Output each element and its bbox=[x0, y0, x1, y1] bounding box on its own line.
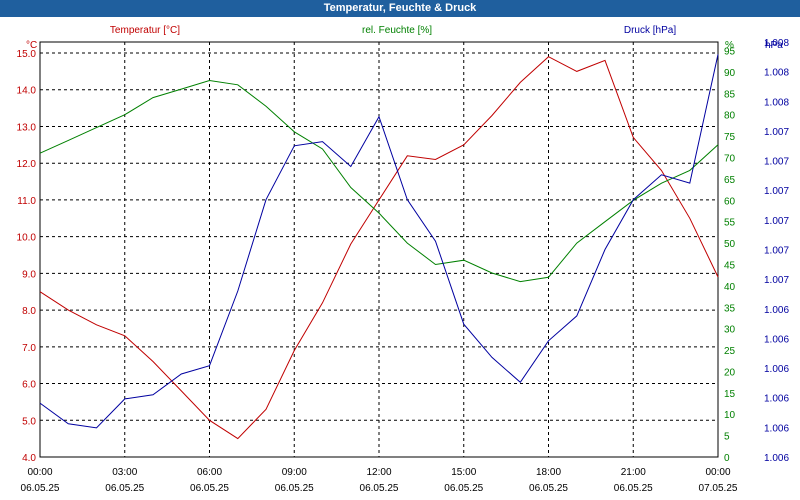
y-tick-humidity: 50 bbox=[724, 239, 736, 250]
y-tick-humidity: 35 bbox=[724, 303, 736, 314]
axes: 00:00 06.05.25 03:00 06.05.25 06:00 06.05.25 0… bbox=[17, 38, 790, 494]
y-tick-pressure: 1.007 bbox=[764, 275, 789, 286]
legend-pressure: Druck [hPa] bbox=[624, 25, 676, 36]
x-tick-date: 06.05.25 bbox=[190, 483, 229, 494]
y-tick-temperature: 6.0 bbox=[22, 380, 36, 391]
y-tick-temperature: 8.0 bbox=[22, 306, 36, 317]
y-tick-temperature: 15.0 bbox=[17, 49, 37, 60]
y-tick-pressure: 1.006 bbox=[764, 305, 789, 316]
unit-humidity: % bbox=[725, 40, 734, 51]
legend-temperature: Temperatur [°C] bbox=[110, 25, 180, 36]
y-tick-humidity: 55 bbox=[724, 218, 736, 229]
y-tick-humidity: 20 bbox=[724, 367, 736, 378]
series-lines bbox=[39, 54, 719, 440]
y-tick-temperature: 9.0 bbox=[22, 269, 36, 280]
y-tick-pressure: 1.006 bbox=[764, 453, 789, 464]
y-tick-pressure: 1.007 bbox=[764, 127, 789, 138]
y-tick-pressure: 1.006 bbox=[764, 334, 789, 345]
series-line bbox=[39, 56, 719, 440]
y-tick-humidity: 95 bbox=[724, 47, 736, 58]
x-tick-date: 06.05.25 bbox=[614, 483, 653, 494]
y-tick-pressure: 1.007 bbox=[764, 157, 789, 168]
unit-pressure: hPa bbox=[765, 40, 783, 51]
y-tick-humidity: 15 bbox=[724, 389, 736, 400]
y-tick-humidity: 5 bbox=[724, 432, 730, 443]
x-tick-time: 18:00 bbox=[536, 467, 561, 478]
y-tick-humidity: 45 bbox=[724, 260, 736, 271]
y-tick-humidity: 10 bbox=[724, 410, 736, 421]
x-tick-time: 09:00 bbox=[282, 467, 307, 478]
y-tick-temperature: 11.0 bbox=[17, 196, 36, 207]
y-tick-pressure: 1.007 bbox=[764, 186, 789, 197]
y-tick-temperature: 7.0 bbox=[22, 343, 36, 354]
y-tick-temperature: 10.0 bbox=[17, 233, 37, 244]
y-tick-humidity: 25 bbox=[724, 346, 736, 357]
x-tick-time: 15:00 bbox=[451, 467, 476, 478]
y-tick-temperature: 12.0 bbox=[17, 159, 37, 170]
y-tick-pressure: 1.007 bbox=[764, 216, 789, 227]
x-tick-time: 21:00 bbox=[621, 467, 646, 478]
y-tick-humidity: 65 bbox=[724, 175, 736, 186]
x-tick-time: 00:00 bbox=[705, 467, 730, 478]
x-tick-date: 06.05.25 bbox=[275, 483, 314, 494]
y-tick-humidity: 70 bbox=[724, 154, 736, 165]
y-tick-pressure: 1.006 bbox=[764, 364, 789, 375]
x-tick-date: 06.05.25 bbox=[360, 483, 399, 494]
y-tick-temperature: 13.0 bbox=[17, 122, 37, 133]
y-tick-temperature: 4.0 bbox=[22, 453, 36, 464]
y-tick-pressure: 1.007 bbox=[764, 246, 789, 257]
chart-title: Temperatur, Feuchte & Druck bbox=[0, 0, 800, 17]
y-tick-humidity: 85 bbox=[724, 89, 736, 100]
y-tick-humidity: 75 bbox=[724, 132, 736, 143]
legend-humidity: rel. Feuchte [%] bbox=[362, 25, 432, 36]
y-tick-humidity: 80 bbox=[724, 111, 736, 122]
chart: 00:00 06.05.25 03:00 06.05.25 06:00 06.05.25 0… bbox=[17, 25, 790, 494]
y-tick-pressure: 1.006 bbox=[764, 423, 789, 434]
x-tick-date: 06.05.25 bbox=[105, 483, 144, 494]
series-line bbox=[39, 79, 719, 283]
x-tick-time: 12:00 bbox=[366, 467, 391, 478]
x-tick-date: 06.05.25 bbox=[529, 483, 568, 494]
y-tick-pressure: 1.006 bbox=[764, 394, 789, 405]
x-tick-date: 06.05.25 bbox=[444, 483, 483, 494]
y-tick-humidity: 90 bbox=[724, 68, 736, 79]
series-line bbox=[39, 54, 719, 429]
y-tick-temperature: 14.0 bbox=[17, 86, 37, 97]
y-tick-pressure: 1.008 bbox=[764, 68, 789, 79]
x-tick-time: 03:00 bbox=[112, 467, 137, 478]
x-tick-time: 00:00 bbox=[27, 467, 52, 478]
y-tick-humidity: 60 bbox=[724, 196, 736, 207]
y-tick-humidity: 40 bbox=[724, 282, 736, 293]
unit-temperature: °C bbox=[26, 40, 37, 51]
y-tick-temperature: 5.0 bbox=[22, 416, 36, 427]
x-tick-time: 06:00 bbox=[197, 467, 222, 478]
x-tick-date: 07.05.25 bbox=[699, 483, 738, 494]
y-tick-pressure: 1.008 bbox=[764, 38, 789, 49]
x-tick-date: 06.05.25 bbox=[21, 483, 60, 494]
y-tick-humidity: 30 bbox=[724, 325, 736, 336]
y-tick-pressure: 1.008 bbox=[764, 97, 789, 108]
y-tick-humidity: 0 bbox=[724, 453, 730, 464]
